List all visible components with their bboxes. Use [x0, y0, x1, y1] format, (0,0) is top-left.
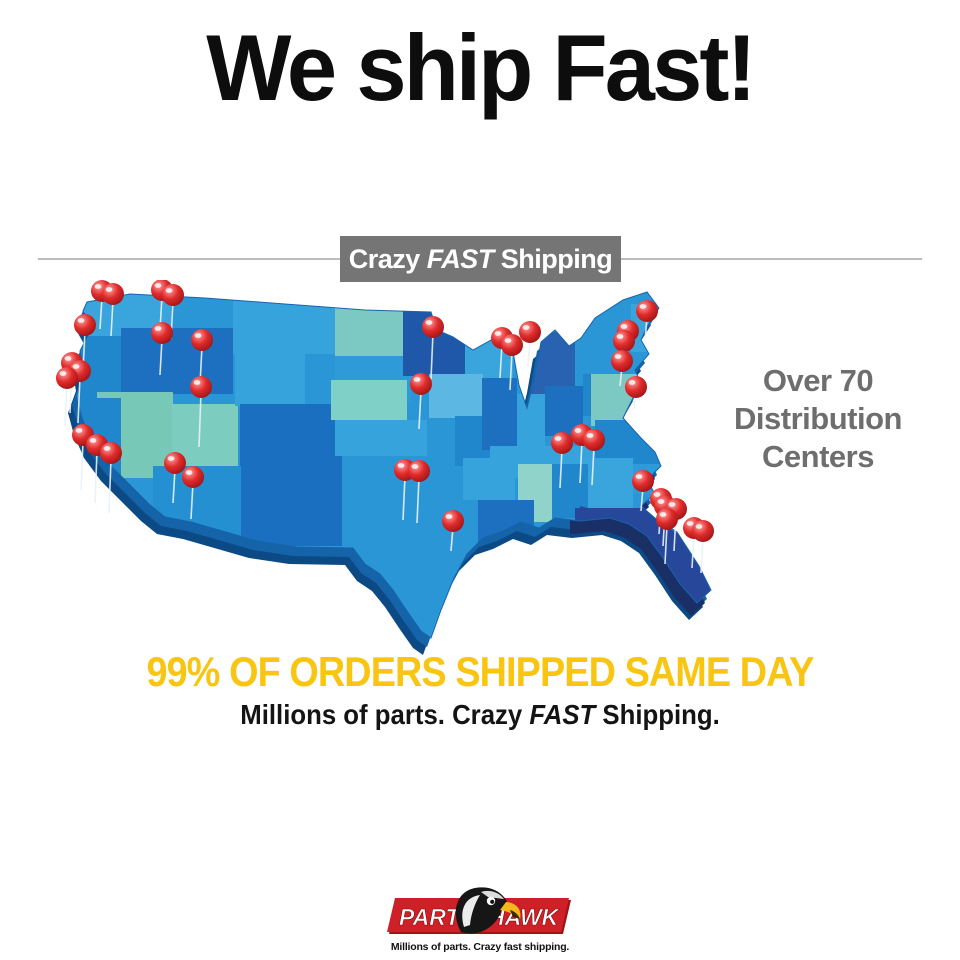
map-pin: [151, 322, 173, 376]
partshawk-logo-svg: PARTS HAWK: [387, 887, 571, 934]
banner-text-pre: Crazy: [348, 243, 427, 274]
map-pin: [551, 432, 573, 489]
map-pin: [692, 520, 714, 574]
map-pin: [501, 334, 523, 391]
map-pin: [519, 321, 541, 368]
map-pin: [625, 376, 647, 410]
distribution-note: Over 70 Distribution Centers: [718, 362, 918, 475]
map-pin: [164, 452, 186, 504]
subline-post: Shipping.: [595, 699, 720, 730]
map-pin: [162, 284, 184, 340]
shipping-banner: Crazy FAST Shipping: [340, 236, 621, 282]
us-distribution-map: [35, 279, 715, 660]
partshawk-logo: PARTS HAWK Millions of parts. Crazy fast…: [375, 884, 585, 953]
subline: Millions of parts. Crazy FAST Shipping.: [38, 699, 921, 731]
map-pin: [422, 316, 444, 380]
map-pin: [190, 376, 212, 448]
banner-text-fast: FAST: [426, 243, 495, 274]
note-line: Centers: [762, 438, 874, 474]
map-pin: [410, 373, 432, 430]
map-pin: [656, 508, 678, 565]
map-pin: [56, 367, 78, 427]
note-line: Distribution: [734, 400, 902, 436]
subline-pre: Millions of parts. Crazy: [240, 699, 530, 730]
map-pin: [583, 429, 605, 486]
same-day-headline: 99% OF ORDERS SHIPPED SAME DAY: [146, 648, 815, 695]
map-pin: [611, 350, 633, 387]
map-pin: [182, 466, 204, 520]
map-pin: [632, 470, 654, 512]
subline-fast: FAST: [529, 699, 596, 730]
map-pin: [442, 510, 464, 552]
map-surface: [76, 292, 711, 638]
page-title: We ship Fast!: [206, 15, 756, 120]
hawk-icon: [455, 887, 521, 934]
map-pins: [56, 279, 714, 574]
banner-text-post: Shipping: [493, 243, 613, 274]
note-line: Over 70: [762, 363, 874, 398]
us-map-svg: [56, 279, 714, 655]
map-pin: [408, 460, 430, 524]
logo-tagline: Millions of parts. Crazy fast shipping.: [390, 941, 570, 953]
map-pin: [102, 283, 124, 337]
map-pin: [100, 442, 122, 514]
map-pin: [636, 300, 658, 342]
